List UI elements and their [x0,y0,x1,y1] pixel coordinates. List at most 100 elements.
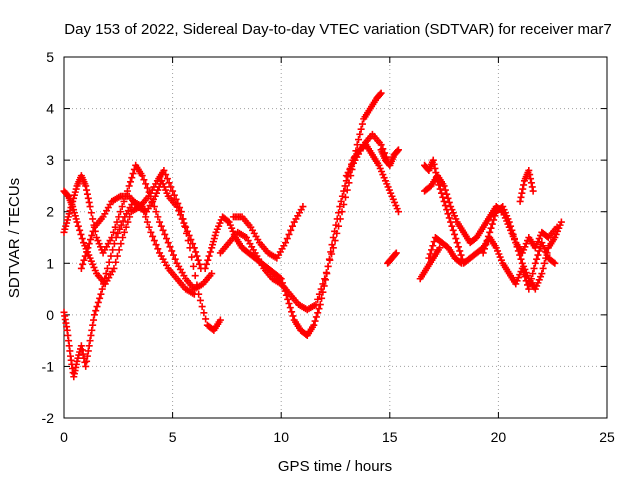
data-point [145,223,153,231]
data-point [185,231,193,239]
data-point [456,258,464,266]
data-point [429,156,437,164]
data-point [516,197,524,205]
data-point [284,295,292,303]
data-point [202,260,210,268]
data-point [164,239,172,247]
data-point [448,222,456,230]
data-point [78,346,86,354]
data-point [165,179,173,187]
data-point [83,186,91,194]
data-point [96,294,104,302]
x-tick-label: 20 [491,429,507,445]
data-point [483,237,491,245]
data-point [377,89,385,97]
x-axis-label: GPS time / hours [278,458,392,475]
data-point [516,251,524,259]
data-point [120,228,128,236]
data-point [311,317,319,325]
data-point [528,183,536,191]
data-point [83,248,91,256]
data-point [530,264,538,272]
data-point [437,189,445,197]
data-point [318,294,326,302]
data-point [486,228,494,236]
data-point [117,240,125,248]
data-point [77,230,85,238]
data-point [480,245,488,253]
data-point [74,222,82,230]
data-point [358,120,366,128]
series-trace-i [377,146,402,169]
data-point [78,235,86,243]
data-point [85,198,93,206]
data-point [456,247,464,255]
x-tick-label: 5 [169,429,177,445]
data-point [457,251,465,259]
data-point [192,248,200,256]
data-point [513,243,521,251]
data-point [87,209,95,217]
data-point [92,307,100,315]
y-axis-label: SDTVAR / TECUs [6,178,23,298]
data-point [451,230,459,238]
data-point [156,218,164,226]
data-point [82,182,90,190]
data-point [196,296,204,304]
data-point [97,290,105,298]
data-point [73,218,81,226]
data-point [154,213,162,221]
data-point [188,253,196,261]
data-point [100,280,108,288]
data-point [82,362,90,370]
data-point [149,232,157,240]
data-point [113,252,121,260]
data-point [175,207,183,215]
data-point [143,184,151,192]
data-point [190,244,198,252]
series-trace-g [229,203,307,262]
data-point [77,342,85,350]
data-point [441,202,449,210]
data-point [336,203,344,211]
data-point [505,218,513,226]
data-point [447,218,455,226]
data-point [129,170,137,178]
y-tick-label: 4 [46,101,54,117]
data-point [205,252,213,260]
data-point [543,249,551,257]
data-point [286,304,294,312]
series-trace-h [342,130,394,180]
data-point [182,223,190,231]
y-tick-label: 3 [46,152,54,168]
data-point [452,235,460,243]
data-point [142,180,150,188]
data-point [119,234,127,241]
data-point [440,197,448,205]
series-trace-p [416,244,444,283]
data-point [312,301,320,309]
data-point [443,190,451,198]
data-point [527,175,535,183]
series-trace-n [479,203,565,293]
data-point [168,247,176,255]
data-point [128,174,136,182]
data-point [449,226,457,234]
data-point [159,226,167,234]
data-point [341,193,349,201]
x-tick-label: 0 [60,429,68,445]
data-point [83,190,91,198]
data-point [154,245,162,253]
series-trace-d [77,177,205,272]
data-point [518,189,526,197]
data-point [126,178,134,186]
data-point [288,308,296,316]
data-point [525,166,533,174]
data-point [551,259,559,267]
data-point [143,218,151,226]
data-point [343,186,351,194]
data-point [479,249,487,257]
data-point [331,237,339,245]
data-point [93,303,101,311]
